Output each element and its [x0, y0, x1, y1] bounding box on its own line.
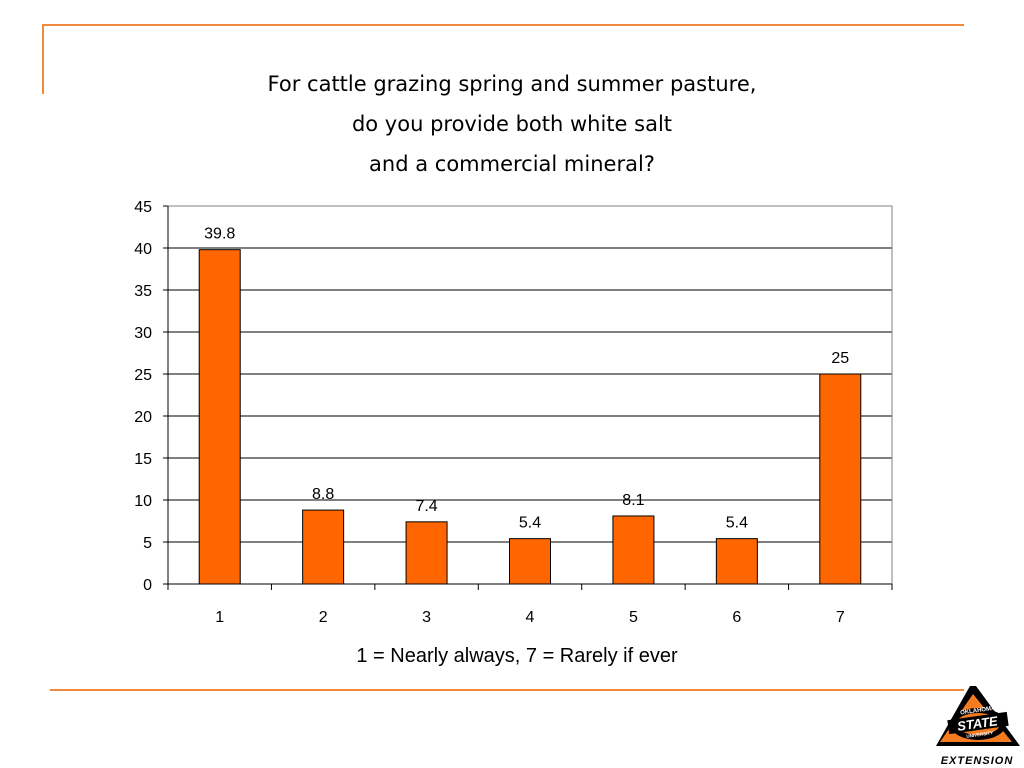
- y-tick-label: 15: [134, 451, 152, 468]
- bar-data-label: 7.4: [415, 498, 437, 515]
- bar: [819, 373, 862, 585]
- frame-bottom-line: [50, 689, 964, 691]
- frame-left-line: [42, 24, 44, 94]
- bar: [612, 515, 655, 585]
- x-tick-label: 4: [526, 609, 535, 626]
- chart-title: For cattle grazing spring and summer pas…: [0, 64, 1024, 184]
- bar: [198, 249, 241, 585]
- bar: [715, 538, 758, 585]
- bar: [509, 538, 551, 585]
- y-tick-label: 20: [134, 409, 152, 426]
- bar-data-label: 39.8: [204, 226, 235, 243]
- chart-title-line-1: For cattle grazing spring and summer pas…: [267, 72, 757, 96]
- y-tick-label: 10: [134, 493, 152, 510]
- x-tick-label: 2: [319, 609, 328, 626]
- bar-data-label: 8.1: [622, 492, 644, 509]
- bar-data-label: 8.8: [312, 486, 334, 503]
- logo-text-bottom: EXTENSION: [941, 755, 1014, 767]
- bar-data-label: 25: [831, 350, 849, 367]
- y-tick-label: 30: [134, 325, 152, 342]
- logo-banner: [947, 711, 1009, 735]
- x-tick-label: 5: [629, 609, 638, 626]
- x-tick-label: 7: [836, 609, 845, 626]
- logo-text-sub: UNIVERSITY: [966, 730, 993, 739]
- y-tick-label: 40: [134, 241, 152, 258]
- chart-title-line-2: do you provide both white salt: [351, 112, 673, 136]
- frame-top-line: [42, 24, 964, 26]
- y-tick-label: 5: [143, 535, 152, 552]
- y-tick-label: 0: [143, 577, 152, 594]
- y-tick-label: 35: [134, 283, 152, 300]
- bar: [405, 521, 448, 585]
- bar-data-label: 5.4: [726, 515, 748, 532]
- y-tick-label: 45: [134, 199, 152, 216]
- x-tick-label: 3: [422, 609, 431, 626]
- logo-text-top: OKLAHOMA: [960, 705, 996, 716]
- x-tick-label: 1: [215, 609, 224, 626]
- y-tick-label: 25: [134, 367, 152, 384]
- bar: [302, 509, 345, 585]
- osu-extension-logo: OKLAHOMA STATE UNIVERSITY EXTENSION: [936, 686, 1020, 767]
- logo-text-main: STATE: [956, 713, 999, 734]
- x-tick-label: 6: [732, 609, 741, 626]
- bar-data-label: 5.4: [519, 515, 541, 532]
- chart-title-line-3: and a commercial mineral?: [369, 152, 655, 176]
- x-axis-title: 1 = Nearly always, 7 = Rarely if ever: [356, 645, 678, 667]
